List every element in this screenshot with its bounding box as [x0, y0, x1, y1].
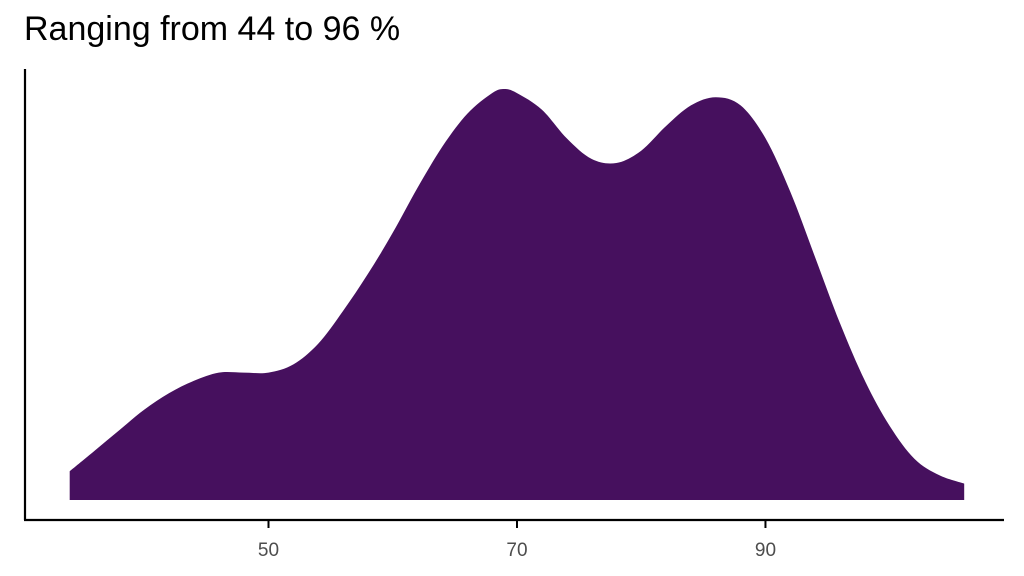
- x-tick-label: 70: [506, 540, 527, 561]
- density-area: [69, 89, 965, 500]
- chart-title: Ranging from 44 to 96 %: [24, 10, 401, 48]
- x-axis-ticks: 50 70 90: [258, 520, 776, 561]
- x-tick-label: 90: [755, 540, 776, 561]
- x-tick-label: 50: [258, 540, 279, 561]
